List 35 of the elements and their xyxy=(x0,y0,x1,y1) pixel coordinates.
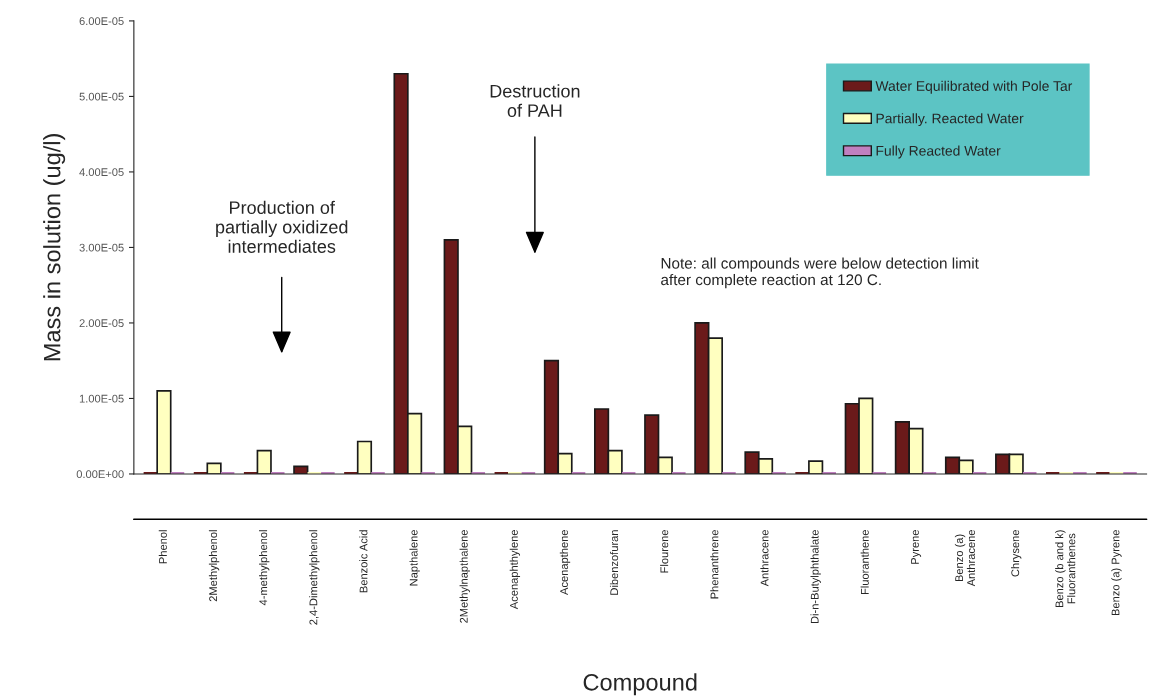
x-tick-label: Di-n-Butylphthalate xyxy=(810,530,821,624)
x-tick-label: Napthalene xyxy=(409,530,420,586)
x-tick-label: Chrysene xyxy=(1011,530,1022,577)
x-tick-label: Phenanthrene xyxy=(710,530,719,599)
x-tick-label: Fluoranthene xyxy=(860,530,869,595)
x-tick-label: Dibenzofuran xyxy=(609,530,619,595)
y-tick-label: 1.00E-05 xyxy=(79,394,124,403)
x-tick-label: Flourene xyxy=(660,530,669,573)
x-tick-label: Anthracene xyxy=(760,530,769,587)
y-tick-label: 4.00E-05 xyxy=(79,168,124,177)
annotation: Production of partially oxidized intermediates xyxy=(216,200,348,253)
x-tick-label: Acenapthene xyxy=(559,530,571,595)
x-tick-label: 2,4-Dimethylphenol xyxy=(309,530,320,625)
y-tick-label: 2.00E-05 xyxy=(79,319,124,328)
y-tick-label: 5.00E-05 xyxy=(79,92,124,101)
y-tick-label: 3.00E-05 xyxy=(79,243,124,252)
x-tick-label: Acenaphthylene xyxy=(509,530,521,610)
x-tick-label: 2Methylphenol xyxy=(208,530,220,602)
x-tick-label: Benzo (b and k) Fluoranthenes xyxy=(1055,530,1076,608)
x-tick-label: Pyrene xyxy=(911,530,922,564)
x-tick-label: Benzoic Acid xyxy=(359,530,368,593)
x-tick-label: Phenol xyxy=(158,530,167,564)
x-tick-label: Benzo (a) Anthracene xyxy=(954,530,976,587)
x-tick-label: Benzo (a) Pyrene xyxy=(1111,530,1122,616)
x-tick-label: 2Methylnapthalene xyxy=(459,530,470,623)
y-axis-title: Mass in solution (ug/l) xyxy=(43,134,66,361)
x-tick-label: 4-methylphenol xyxy=(259,530,270,606)
x-axis-title: Compound xyxy=(583,673,697,696)
legend-label: Fully Reacted Water xyxy=(876,145,1001,159)
annotation: Note: all compounds were below detection limit after complete reaction at 120 C. xyxy=(661,257,979,289)
y-tick-label: 0.00E+00 xyxy=(76,470,124,479)
y-tick-label: 6.00E-05 xyxy=(79,17,124,26)
legend-label: Partially. Reacted Water xyxy=(876,113,1024,127)
annotation: Destruction of PAH xyxy=(490,84,580,118)
legend-label: Water Equilibrated with Pole Tar xyxy=(875,80,1073,94)
